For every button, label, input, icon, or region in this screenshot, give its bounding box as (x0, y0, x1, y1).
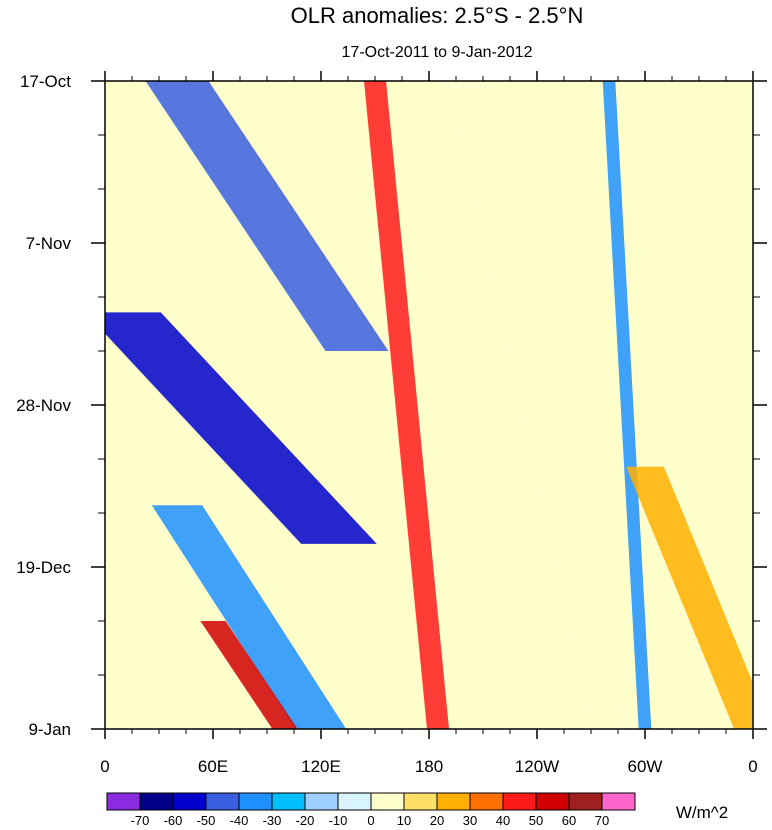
colorbar-swatch (502, 792, 537, 811)
x-tick-label: 120E (301, 757, 341, 776)
y-tick-label: 7-Nov (26, 234, 72, 253)
colorbar-tick-label: -70 (131, 813, 150, 828)
colorbar-swatch (469, 792, 504, 811)
colorbar-swatch (205, 792, 240, 811)
colorbar-swatch (106, 792, 141, 811)
colorbar-tick-label: 50 (529, 813, 543, 828)
colorbar-tick-label: 0 (367, 813, 374, 828)
y-tick-label: 28-Nov (16, 396, 71, 415)
chart-title: OLR anomalies: 2.5°S - 2.5°N (291, 3, 584, 28)
colorbar-swatch (139, 792, 174, 811)
colorbar-tick-label: 40 (496, 813, 510, 828)
x-axis: 0 60E 120E 180 120W 60W 0 (100, 71, 758, 776)
colorbar-tick-label: -20 (296, 813, 315, 828)
colorbar-units: W/m^2 (676, 803, 728, 822)
colorbar: -70 -60 -50 -40 -30 -20 -10 0 10 20 30 40 50 60 70 (106, 792, 636, 828)
y-tick-label: 19-Dec (16, 558, 71, 577)
colorbar-tick-label: 60 (562, 813, 576, 828)
colorbar-swatch (601, 792, 636, 811)
x-tick-label: 60W (628, 757, 663, 776)
colorbar-swatch (337, 792, 372, 811)
colorbar-swatch (271, 792, 306, 811)
colorbar-tick-label: 20 (430, 813, 444, 828)
colorbar-swatch (535, 792, 570, 811)
x-tick-label: 60E (198, 757, 228, 776)
anomaly-feature (200, 621, 298, 729)
colorbar-tick-label: -30 (263, 813, 282, 828)
colorbar-tick-label: -50 (197, 813, 216, 828)
colorbar-swatch (238, 792, 273, 811)
colorbar-tick-label: -40 (230, 813, 249, 828)
anomaly-field (105, 81, 753, 729)
anomaly-feature (602, 81, 652, 729)
colorbar-swatch (370, 792, 405, 811)
y-axis: 17-Oct 7-Nov 28-Nov 19-Dec 9-Jan (16, 72, 767, 739)
colorbar-tick-label: 30 (463, 813, 477, 828)
x-tick-label: 180 (415, 757, 443, 776)
anomaly-feature (439, 81, 635, 729)
chart-subtitle: 17-Oct-2011 to 9-Jan-2012 (342, 44, 533, 61)
colorbar-tick-label: -60 (164, 813, 183, 828)
colorbar-tick-label: 10 (397, 813, 411, 828)
colorbar-tick-label: 70 (595, 813, 609, 828)
colorbar-swatch (304, 792, 339, 811)
colorbar-swatch (403, 792, 438, 811)
x-tick-label: 0 (100, 757, 109, 776)
y-tick-label: 17-Oct (20, 72, 71, 91)
colorbar-tick-label: -10 (329, 813, 348, 828)
x-tick-label: 120W (515, 757, 559, 776)
colorbar-swatch (172, 792, 207, 811)
colorbar-swatch (436, 792, 471, 811)
anomaly-feature (145, 81, 389, 351)
anomaly-feature (363, 81, 450, 729)
y-tick-label: 9-Jan (28, 720, 71, 739)
colorbar-swatch (568, 792, 603, 811)
x-tick-label: 0 (748, 757, 757, 776)
anomaly-feature (105, 312, 377, 544)
anomaly-feature (626, 466, 753, 729)
anomaly-feature (151, 505, 347, 729)
